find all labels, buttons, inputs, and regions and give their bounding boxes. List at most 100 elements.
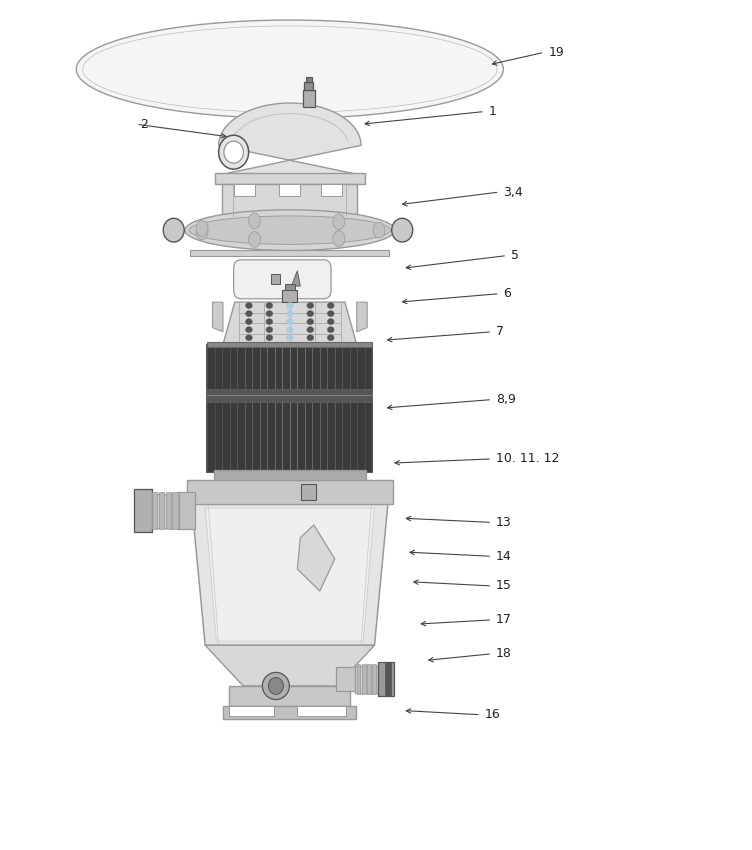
Polygon shape — [356, 302, 367, 332]
Ellipse shape — [327, 319, 334, 325]
Ellipse shape — [196, 220, 208, 236]
Ellipse shape — [163, 218, 184, 242]
Ellipse shape — [76, 20, 503, 118]
Bar — [190, 250, 390, 256]
Ellipse shape — [196, 224, 208, 240]
Ellipse shape — [392, 218, 413, 242]
Bar — [215, 173, 365, 184]
Ellipse shape — [268, 677, 284, 694]
Ellipse shape — [307, 326, 314, 332]
Ellipse shape — [327, 335, 334, 341]
Ellipse shape — [246, 326, 253, 332]
Polygon shape — [219, 103, 361, 175]
Bar — [302, 90, 314, 107]
Bar — [177, 492, 196, 530]
Text: 14: 14 — [496, 550, 511, 563]
Ellipse shape — [248, 213, 260, 229]
Bar — [223, 184, 357, 216]
Bar — [305, 76, 311, 82]
Bar — [152, 492, 157, 530]
Ellipse shape — [266, 335, 273, 341]
Ellipse shape — [287, 303, 293, 309]
Bar — [362, 664, 365, 694]
Bar — [279, 184, 300, 196]
Ellipse shape — [266, 310, 273, 316]
Ellipse shape — [248, 232, 260, 247]
Ellipse shape — [190, 216, 390, 244]
Text: 13: 13 — [496, 516, 511, 529]
Polygon shape — [297, 525, 335, 591]
Ellipse shape — [307, 303, 314, 309]
Polygon shape — [291, 271, 300, 286]
Bar — [159, 492, 164, 530]
Text: 1: 1 — [488, 105, 496, 118]
Ellipse shape — [266, 303, 273, 309]
Bar — [235, 184, 256, 196]
Bar — [208, 388, 372, 402]
Text: 15: 15 — [496, 580, 512, 592]
Polygon shape — [205, 645, 374, 686]
Ellipse shape — [287, 310, 293, 316]
Ellipse shape — [287, 335, 293, 341]
Text: 5: 5 — [511, 249, 519, 262]
Ellipse shape — [246, 335, 253, 341]
Bar — [301, 484, 316, 500]
Text: 19: 19 — [548, 46, 564, 59]
Polygon shape — [223, 302, 356, 344]
Ellipse shape — [333, 214, 345, 230]
Bar — [304, 82, 313, 90]
Ellipse shape — [327, 326, 334, 332]
Bar — [134, 490, 152, 532]
Bar — [284, 284, 295, 291]
Ellipse shape — [246, 310, 253, 316]
Text: 6: 6 — [503, 287, 511, 300]
Ellipse shape — [287, 326, 293, 332]
Ellipse shape — [287, 319, 293, 325]
Ellipse shape — [262, 672, 290, 700]
Bar — [297, 706, 346, 717]
Bar — [336, 667, 355, 691]
Ellipse shape — [246, 319, 253, 325]
Ellipse shape — [327, 310, 334, 316]
Bar — [355, 666, 378, 693]
Ellipse shape — [373, 223, 385, 238]
Bar — [150, 494, 179, 528]
Ellipse shape — [266, 319, 273, 325]
Bar — [186, 480, 393, 504]
Ellipse shape — [307, 335, 314, 341]
Ellipse shape — [307, 310, 314, 316]
Ellipse shape — [327, 303, 334, 309]
Ellipse shape — [307, 319, 314, 325]
Bar — [208, 344, 372, 472]
Bar — [367, 664, 371, 694]
Polygon shape — [213, 302, 223, 332]
Bar — [356, 664, 360, 694]
Ellipse shape — [246, 303, 253, 309]
Bar — [320, 184, 341, 196]
Bar — [172, 492, 177, 530]
Ellipse shape — [224, 141, 244, 163]
Text: 8,9: 8,9 — [496, 393, 516, 406]
Bar — [165, 492, 171, 530]
Bar — [208, 342, 372, 347]
Polygon shape — [205, 508, 374, 641]
Bar — [214, 470, 365, 480]
Ellipse shape — [266, 326, 273, 332]
Bar — [282, 291, 297, 302]
Text: 16: 16 — [484, 708, 500, 722]
Bar — [378, 662, 394, 696]
Bar — [271, 275, 280, 285]
Text: 7: 7 — [496, 326, 504, 338]
Bar — [385, 662, 391, 696]
Text: 18: 18 — [496, 647, 512, 660]
Bar — [228, 216, 351, 226]
Text: 2: 2 — [140, 118, 148, 131]
Text: 17: 17 — [496, 614, 512, 626]
Ellipse shape — [333, 231, 345, 246]
Bar — [223, 706, 356, 719]
Text: 10. 11. 12: 10. 11. 12 — [496, 452, 559, 466]
Bar — [229, 686, 350, 706]
Polygon shape — [192, 504, 388, 645]
Ellipse shape — [219, 135, 249, 169]
Bar — [229, 706, 274, 717]
